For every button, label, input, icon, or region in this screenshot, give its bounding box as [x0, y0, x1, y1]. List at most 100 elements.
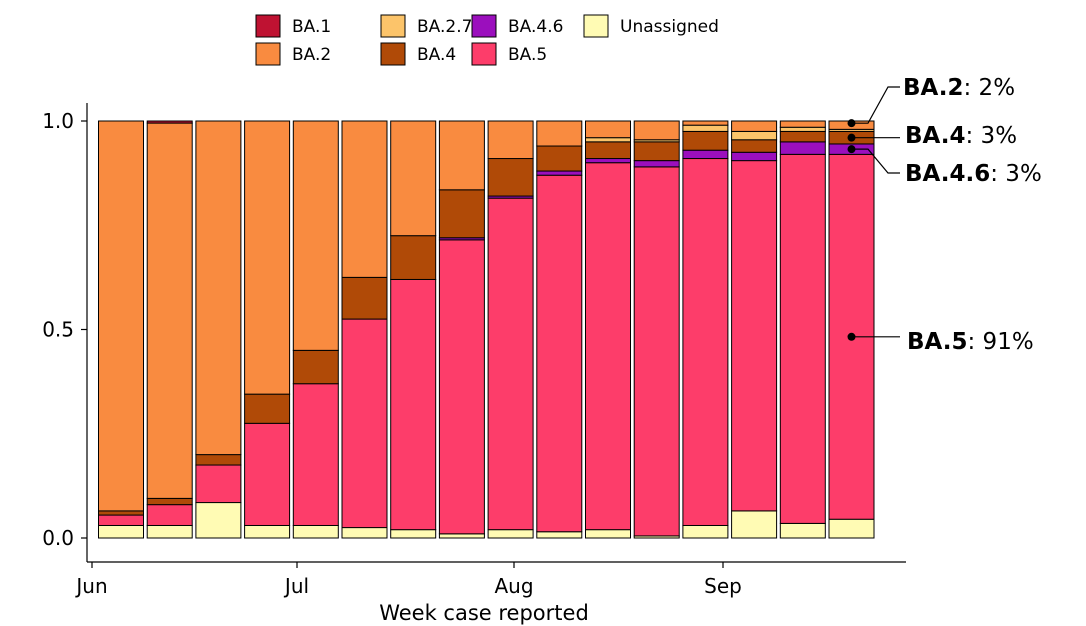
bar-segment-ba-4: [292, 349, 339, 385]
bar-segment-ba-2: [536, 120, 583, 147]
bar-segment-unassigned: [536, 531, 583, 539]
bar-segment-ba-5: [731, 160, 778, 512]
bar-segment-unassigned: [244, 524, 291, 539]
bar-segment-ba-2: [779, 120, 826, 128]
bar-segment-ba-5: [585, 162, 631, 531]
bar-segment-ba-2: [292, 120, 339, 351]
annotation-variant: BA.5: [907, 329, 968, 355]
bar-segment-ba-2: [633, 120, 680, 141]
bar-segment-ba-5: [390, 278, 437, 531]
x-ticks: Jun Jul Aug Sep: [74, 562, 742, 598]
bar-segment-ba-2: [98, 120, 144, 512]
annotation-dot: [847, 133, 856, 142]
bar-segment-unassigned: [292, 524, 339, 539]
annotation-dot: [847, 145, 856, 154]
bar-segment-ba-4-6: [536, 170, 583, 176]
bars: [98, 120, 875, 539]
legend-swatch-ba-4: [380, 42, 406, 66]
legend-label: BA.4: [417, 45, 456, 65]
bar-segment-unassigned: [341, 527, 388, 539]
axes: [86, 103, 906, 563]
bar-segment-ba-5: [146, 504, 193, 526]
bar-segment-ba-4-6: [682, 149, 729, 160]
bar-segment-ba-4: [731, 139, 778, 153]
bar-segment-ba-5: [633, 166, 680, 537]
bar-segment-ba-2-75: [779, 126, 826, 132]
bar-segment-ba-5: [438, 239, 485, 535]
bar-segment-ba-4: [98, 510, 144, 516]
annotation-variant: BA.4: [905, 123, 966, 149]
bar-segment-ba-2-75: [585, 137, 631, 143]
bar-segment-ba-5: [244, 422, 291, 526]
x-tick-label: Jun: [74, 574, 107, 598]
bar-segment-ba-4: [682, 130, 729, 151]
bar-segment-ba-2: [244, 120, 291, 395]
bar-segment-ba-2: [487, 120, 534, 160]
bar-segment-ba-2: [585, 120, 631, 139]
legend: BA.1 BA.2 BA.2.75 BA.4 BA.4.6 BA.5 Unassigned: [255, 14, 719, 66]
bar-segment-ba-5: [341, 318, 388, 529]
legend-swatch-ba-2-75: [380, 14, 406, 38]
bar-segment-ba-2: [682, 120, 729, 126]
bar-segment-ba-2: [146, 122, 193, 499]
annotation-share: : 91%: [968, 329, 1034, 355]
bar-segment-ba-4: [487, 158, 534, 197]
y-tick-label: 0.5: [42, 318, 74, 342]
bar-segment-unassigned: [779, 522, 826, 539]
bar-segment-ba-2: [731, 120, 778, 132]
bar-segment-ba-4-6: [779, 141, 826, 155]
annotation-share: : 2%: [964, 75, 1016, 101]
legend-label: Unassigned: [620, 17, 719, 37]
bar-segment-ba-5: [682, 158, 729, 526]
bar-segment-ba-2-75: [682, 124, 729, 132]
bar-segment-unassigned: [731, 510, 778, 539]
bar-segment-ba-4: [390, 235, 437, 280]
bar-segment-unassigned: [438, 533, 485, 539]
bar-segment-ba-4: [633, 141, 680, 162]
legend-swatch-ba-1: [255, 14, 281, 38]
bar-segment-ba-1: [146, 120, 193, 124]
bar-segment-unassigned: [146, 524, 193, 539]
annotation-variant: BA.2: [903, 75, 964, 101]
legend-label: BA.2.75: [417, 17, 483, 37]
bar-segment-ba-4: [779, 130, 826, 143]
x-axis-title: Week case reported: [379, 601, 589, 625]
legend-swatch-ba-5: [471, 42, 497, 66]
bar-segment-ba-4: [341, 276, 388, 320]
x-tick-label: Aug: [494, 574, 533, 598]
bar-segment-ba-4-6: [585, 158, 631, 164]
bar-segment-unassigned: [98, 524, 144, 539]
annotation-label: BA.5: 91%: [907, 329, 1034, 355]
bar-segment-unassigned: [828, 518, 875, 539]
bar-segment-ba-2-75: [731, 130, 778, 141]
bar-segment-ba-4: [146, 497, 193, 506]
bar-segment-ba-4: [438, 189, 485, 239]
bar-segment-ba-4: [195, 454, 242, 466]
bar-segment-unassigned: [585, 529, 631, 539]
y-tick-label: 1.0: [42, 109, 74, 133]
bar-segment-ba-2: [195, 120, 242, 456]
legend-swatch-unassigned: [583, 14, 609, 38]
bar-segment-ba-5: [98, 514, 144, 526]
bar-segment-ba-4: [244, 393, 291, 424]
y-tick-label: 0.0: [42, 526, 74, 550]
legend-label: BA.5: [508, 45, 547, 65]
legend-label: BA.2: [292, 45, 331, 65]
bar-segment-ba-5: [292, 383, 339, 526]
annotation-share: : 3%: [966, 123, 1018, 149]
bar-segment-ba-2: [341, 120, 388, 278]
bar-segment-unassigned: [195, 502, 242, 539]
annotation-label: BA.4.6: 3%: [905, 161, 1042, 187]
bar-segment-unassigned: [390, 529, 437, 539]
bar-segment-ba-2: [438, 120, 485, 191]
bar-segment-ba-4-6: [731, 151, 778, 162]
bar-segment-ba-4-6: [633, 160, 680, 168]
x-tick-label: Jul: [283, 574, 309, 598]
bar-segment-ba-4: [536, 145, 583, 172]
legend-label: BA.1: [292, 17, 331, 37]
bar-segment-ba-2: [390, 120, 437, 237]
annotation-dot: [847, 119, 856, 128]
bar-segment-unassigned: [487, 529, 534, 539]
y-ticks: 0.0 0.5 1.0: [42, 109, 87, 550]
